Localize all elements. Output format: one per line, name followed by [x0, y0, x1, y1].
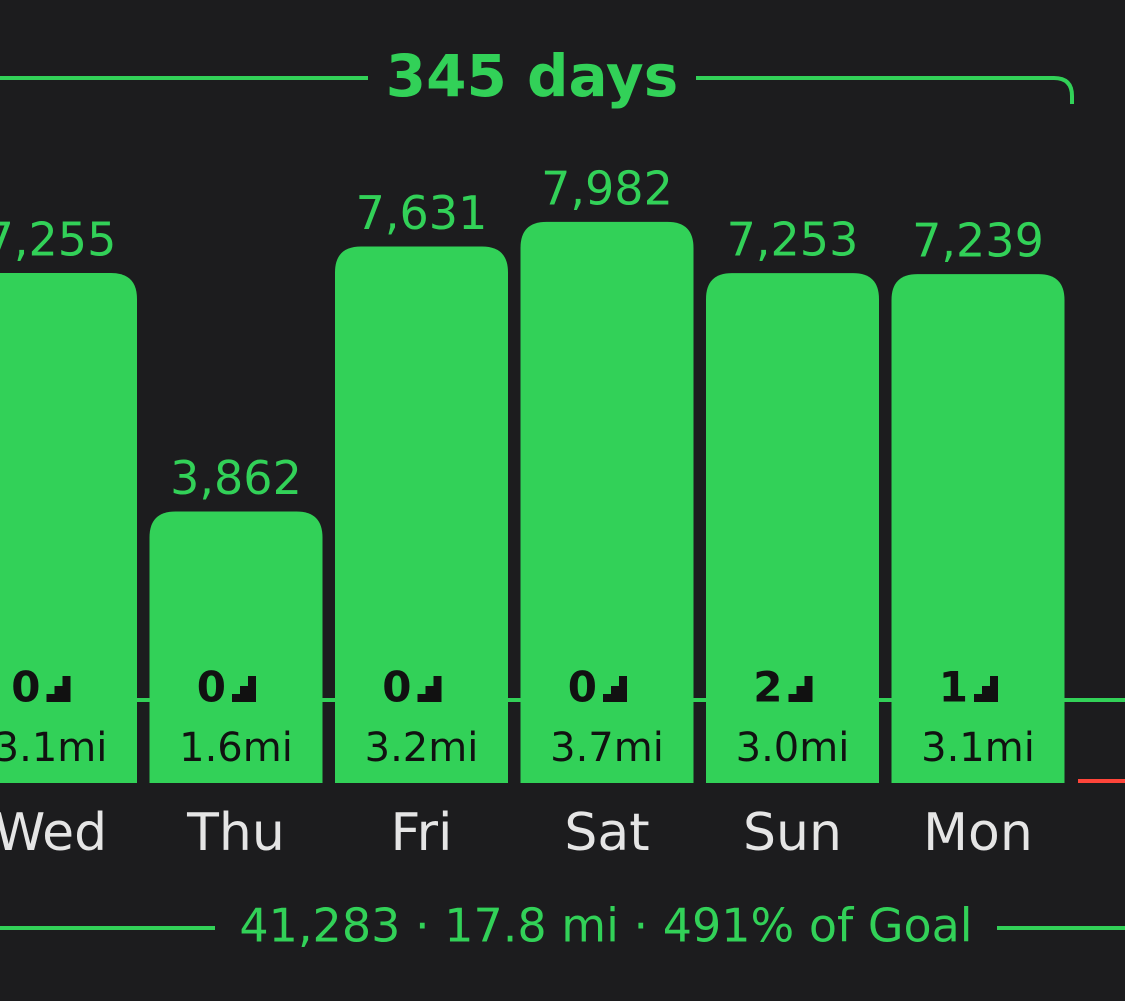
distance-label: 3.1mi: [921, 725, 1035, 771]
distance-label: 3.7mi: [550, 725, 664, 771]
x-tick-label: Fri: [391, 803, 453, 863]
x-tick-label: Thu: [186, 803, 285, 863]
floors-label: 0: [382, 663, 411, 712]
value-label: 3,862: [170, 451, 302, 505]
value-label: 7,253: [727, 213, 859, 267]
x-tick-label: Sat: [564, 803, 649, 863]
stairs-icon: [603, 676, 627, 702]
bar: [149, 511, 323, 783]
bar: [335, 246, 508, 783]
stairs-icon: [788, 676, 813, 702]
value-label: 7,982: [541, 161, 673, 215]
bar: [706, 273, 879, 783]
chart-title: 345 days: [386, 42, 678, 110]
stairs-icon: [232, 676, 256, 702]
x-tick-label: Wed: [0, 803, 107, 863]
value-label: 7,239: [912, 214, 1044, 268]
stairs-icon: [974, 676, 998, 702]
floors-label: 0: [197, 663, 226, 712]
bar: [520, 221, 694, 783]
x-tick-label: Mon: [923, 803, 1033, 863]
floors-label: 1: [939, 663, 968, 712]
value-label: 7,255: [0, 212, 116, 266]
distance-label: 3.2mi: [365, 725, 479, 771]
distance-label: 1.6mi: [179, 725, 293, 771]
floors-label: 0: [568, 663, 597, 712]
bar: [0, 272, 137, 783]
distance-label: 3.1mi: [0, 725, 107, 771]
bar: [891, 274, 1065, 783]
stairs-icon: [417, 676, 442, 702]
floors-label: 2: [753, 663, 782, 712]
distance-label: 3.0mi: [736, 725, 850, 771]
x-tick-label: Sun: [743, 803, 842, 863]
stairs-icon: [46, 676, 71, 702]
range-bracket: [0, 76, 1074, 104]
floors-label: 0: [11, 663, 40, 712]
summary: 41,283 · 17.8 mi · 491% of Goal: [239, 899, 972, 953]
value-label: 7,631: [356, 186, 488, 240]
